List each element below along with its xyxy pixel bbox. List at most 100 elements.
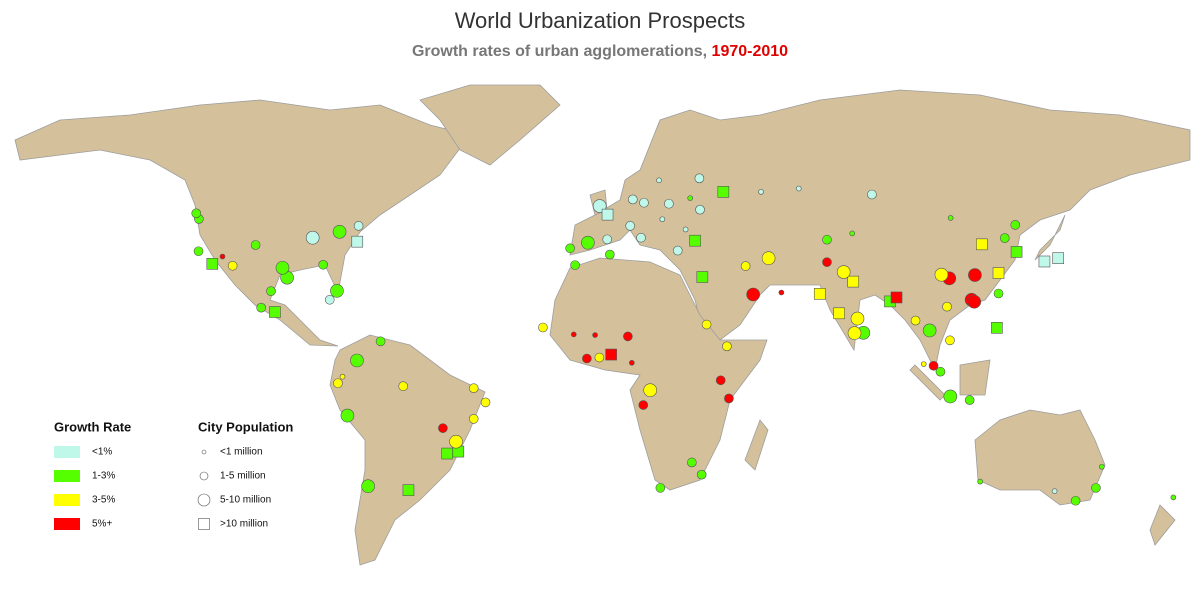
city-marker [339,373,346,380]
city-marker [664,198,674,209]
city-marker [1010,220,1021,230]
city-marker [991,322,1003,334]
subtitle-period: 1970-2010 [712,43,789,60]
city-marker [687,457,697,468]
city-marker [761,251,776,265]
city-marker [623,331,633,342]
legend-title: City Population [198,419,293,434]
city-marker [795,185,802,192]
city-marker [592,332,598,338]
city-marker [197,493,211,507]
legend-label: 3-5% [92,495,115,506]
city-marker [605,348,617,361]
africa [549,257,768,491]
city-marker [269,306,281,318]
city-marker [758,189,764,195]
city-marker [822,234,832,245]
city-marker [625,221,635,231]
greenland [419,84,561,166]
city-marker [740,261,751,271]
city-marker [847,275,860,288]
city-marker [778,289,785,296]
city-marker [582,353,592,364]
city-marker [947,215,954,221]
city-marker [867,189,877,200]
city-marker [468,383,479,394]
city-marker [655,483,666,493]
legend-label: 1-3% [92,471,115,482]
city-marker [570,331,577,338]
city-marker [219,253,226,260]
city-marker [1070,495,1081,506]
city-marker [836,265,851,279]
city-marker [643,383,657,397]
city-marker [438,423,448,433]
city-marker [935,366,946,377]
legend-swatch [54,446,80,458]
sumatra [909,364,946,401]
legend-label: 5-10 million [220,495,271,506]
legend-swatch [54,494,80,506]
city-marker [193,246,204,257]
city-marker [968,268,982,282]
city-marker [964,395,975,405]
city-marker [565,243,575,254]
city-marker [639,197,649,208]
city-marker [227,260,238,271]
city-marker [1091,483,1101,493]
map-title: World Urbanization Prospects [455,8,746,33]
legend-label: 1-5 million [220,471,266,482]
city-marker [333,378,343,389]
city-marker [687,195,694,201]
city-marker [694,173,705,184]
city-marker [813,288,826,300]
legend-label: >10 million [220,519,268,530]
city-marker [999,233,1010,243]
city-marker [659,216,666,223]
city-marker [945,335,955,346]
city-marker [350,353,364,368]
city-marker [682,226,689,233]
city-marker [1052,252,1065,264]
new-zealand [1149,504,1176,546]
subtitle-text: Growth rates of urban agglomerations, [412,43,707,60]
city-marker [696,271,709,283]
city-marker [602,234,613,245]
city-marker [570,260,580,270]
city-marker [920,361,927,367]
city-marker [441,447,453,460]
legend-swatch [54,470,80,482]
city-marker [1051,488,1058,494]
city-marker [689,234,701,247]
city-marker [638,400,649,410]
australia [974,409,1106,506]
city-marker [375,336,386,347]
city-marker [449,434,463,449]
city-marker [601,208,614,221]
city-marker [324,294,335,305]
city-marker [636,232,646,243]
city-marker [850,311,865,326]
city-marker [581,235,595,250]
city-marker [538,322,548,333]
city-marker [250,240,261,250]
city-marker [701,319,712,330]
legend-label: <1 million [220,447,263,458]
north-america [14,99,471,347]
city-marker [1010,246,1023,258]
city-marker [922,323,937,338]
city-marker [199,471,209,481]
city-marker [928,360,939,371]
city-marker [627,194,638,205]
city-marker [943,389,958,404]
legend-label: 5%+ [92,519,112,530]
borneo [959,359,991,396]
city-marker [330,284,344,298]
city-marker [849,230,856,237]
city-marker [398,381,409,392]
city-marker [977,478,983,485]
city-marker [1170,494,1177,501]
city-marker [822,257,832,267]
city-marker [353,221,364,231]
